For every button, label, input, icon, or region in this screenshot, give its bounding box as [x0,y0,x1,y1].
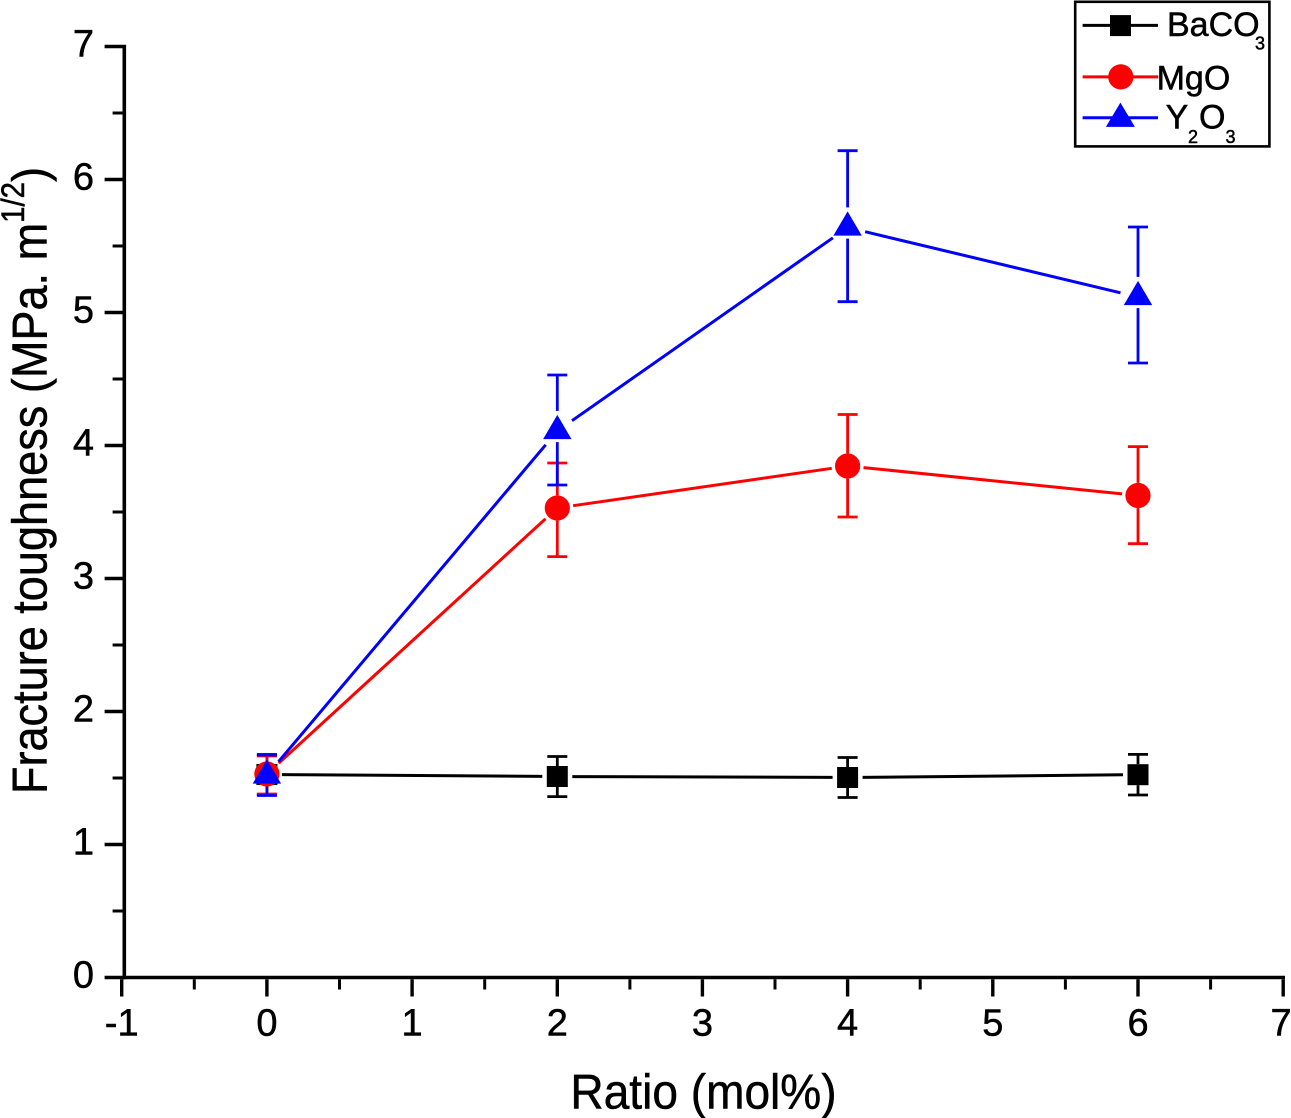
svg-text:MgO: MgO [1157,59,1231,97]
svg-text:4: 4 [837,1003,858,1045]
svg-text:4: 4 [73,423,94,465]
svg-text:2: 2 [547,1003,568,1045]
svg-text:5: 5 [982,1003,1003,1045]
svg-text:7: 7 [73,24,94,66]
svg-text:1: 1 [402,1003,423,1045]
svg-text:6: 6 [73,157,94,199]
svg-text:7: 7 [1270,1003,1291,1045]
svg-text:6: 6 [1127,1003,1148,1045]
svg-text:3: 3 [1226,127,1236,147]
svg-text:-1: -1 [105,1003,139,1045]
svg-text:Y: Y [1166,99,1189,137]
svg-text:3: 3 [1255,34,1265,54]
svg-text:Fracture toughness (MPa. m1/2): Fracture toughness (MPa. m1/2) [0,167,57,794]
svg-text:5: 5 [73,290,94,332]
svg-text:2: 2 [1188,127,1198,147]
svg-text:2: 2 [73,689,94,731]
svg-text:0: 0 [73,955,94,997]
svg-text:O: O [1199,99,1225,137]
svg-text:3: 3 [73,556,94,598]
svg-text:0: 0 [256,1003,277,1045]
svg-text:BaCO: BaCO [1167,6,1260,44]
svg-text:Ratio (mol%): Ratio (mol%) [570,1065,836,1118]
svg-text:3: 3 [692,1003,713,1045]
svg-text:1: 1 [73,822,94,864]
